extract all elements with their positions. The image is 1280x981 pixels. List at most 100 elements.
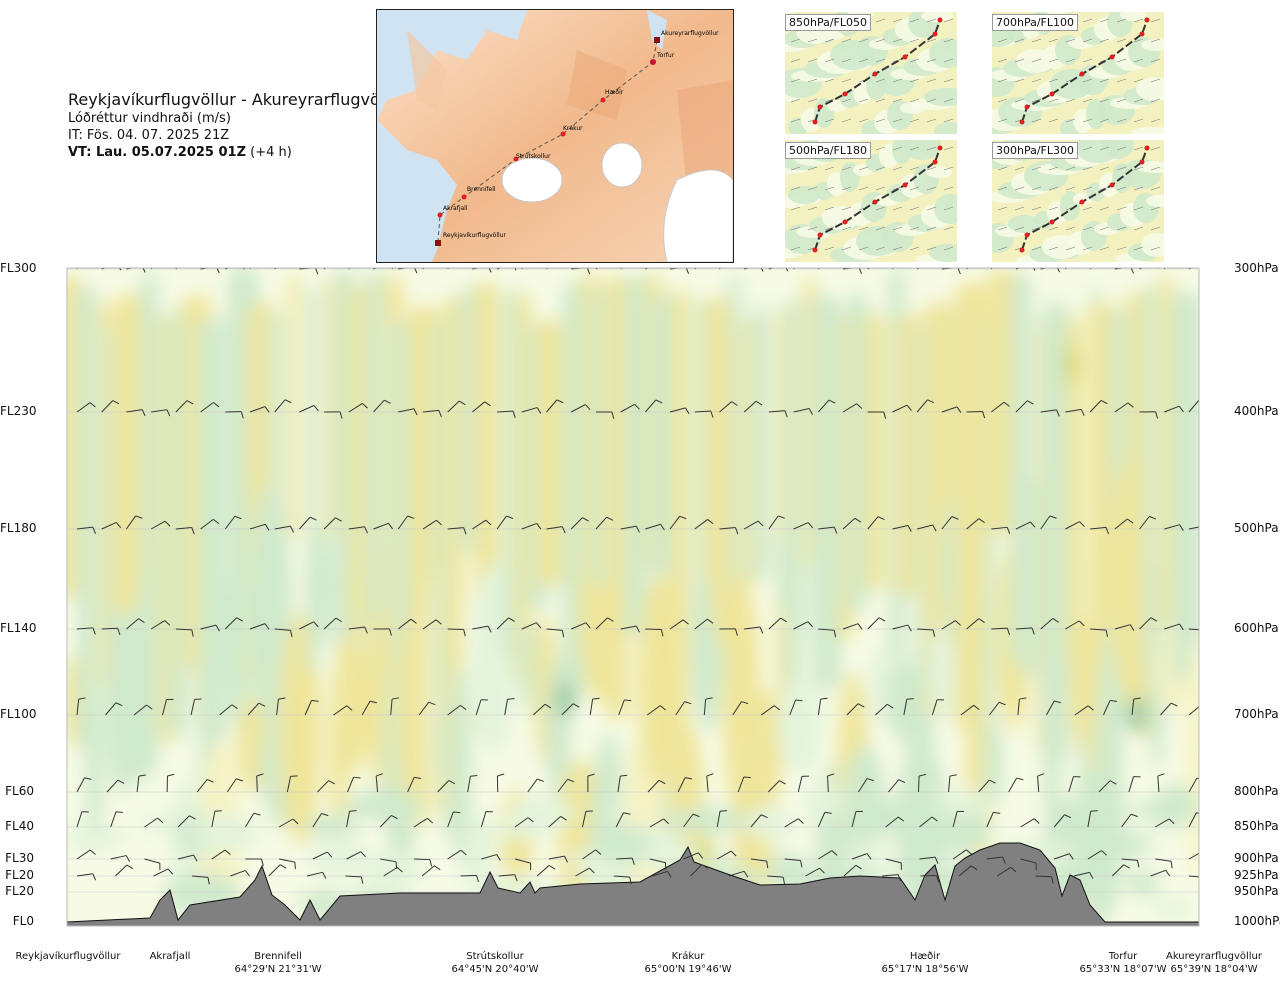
wind-field-cell — [1041, 302, 1069, 764]
wind-barb — [1164, 524, 1184, 531]
wind-field-cell — [334, 268, 354, 726]
wind-barb — [875, 703, 894, 716]
inset-map-700-svg — [992, 12, 1164, 134]
wind-barb — [1065, 408, 1085, 416]
location-label: Akrafjall — [105, 950, 235, 963]
wind-barb — [1188, 812, 1199, 828]
wind-barb — [892, 268, 894, 270]
wind-barb — [1040, 618, 1059, 630]
wind-field-cell — [753, 690, 782, 825]
wind-barb — [990, 268, 993, 270]
wind-barb — [1111, 864, 1131, 877]
wind-barb — [224, 617, 243, 630]
wind-barb — [460, 874, 480, 883]
wind-barb — [1114, 402, 1134, 413]
wind-barb — [1103, 699, 1118, 716]
wind-barb — [299, 516, 317, 530]
wind-barb — [245, 812, 261, 828]
wind-barb — [683, 852, 704, 860]
wind-barb — [817, 811, 832, 828]
wind-barb — [144, 817, 164, 828]
chart-header: Reykjavíkurflugvöllur - Akureyrarflugvöl… — [68, 90, 405, 161]
wind-barb — [422, 619, 442, 630]
wind-field-cell — [591, 823, 650, 867]
wind-barb — [200, 624, 220, 632]
wind-barb — [200, 402, 220, 413]
wind-barb — [620, 625, 640, 633]
wind-barb — [110, 811, 123, 828]
waypoint-haedir: Hæðir — [605, 89, 624, 96]
wind-barb — [398, 268, 418, 274]
wind-barb — [379, 814, 398, 828]
wind-barb — [716, 850, 737, 860]
wind-field-cell — [304, 844, 375, 876]
wind-barb — [472, 401, 491, 413]
wind-barb — [514, 858, 532, 871]
wind-barb — [931, 699, 945, 716]
inset-map-500-svg — [785, 140, 957, 262]
wind-barb — [743, 400, 763, 413]
wind-barb — [1128, 776, 1141, 793]
wind-barb — [312, 813, 329, 828]
wind-barb — [1045, 700, 1062, 716]
wind-barb — [1164, 623, 1184, 631]
wind-barb — [422, 268, 425, 270]
wind-barb — [1188, 706, 1199, 716]
wind-barb — [675, 701, 692, 716]
inset-map-850: 850hPa/FL050 — [785, 12, 957, 134]
wind-barb — [888, 779, 906, 793]
wind-field-cell — [345, 790, 422, 821]
wind-barb — [447, 849, 467, 860]
waypoint-akureyri: Akureyrarflugvöllur — [661, 30, 719, 37]
wind-barb — [324, 411, 343, 419]
wind-field-cell — [934, 790, 993, 815]
wind-field-cell — [752, 304, 769, 582]
location-label: Strútskollur 64°45'N 20°40'W — [430, 950, 560, 976]
wind-barb — [716, 810, 728, 828]
wind-barb — [249, 523, 270, 531]
wind-field-cell — [846, 743, 885, 861]
wind-barb — [649, 858, 667, 870]
wind-barb — [472, 625, 492, 633]
wind-barb — [797, 775, 809, 793]
wind-field-cell — [269, 310, 283, 752]
wind-barb — [1065, 268, 1067, 270]
wind-barb — [150, 520, 171, 530]
wind-barb — [620, 268, 622, 270]
wind-barb — [276, 697, 286, 716]
wind-barb — [422, 409, 442, 418]
wind-barb — [784, 858, 803, 868]
wind-barb — [348, 626, 368, 634]
wind-barb — [177, 854, 198, 862]
wind-barb — [966, 518, 985, 530]
waypoint-reykjavik: Reykjavíkurflugvöllur — [443, 232, 506, 239]
wind-field-cell — [803, 783, 846, 818]
wind-barb — [719, 628, 738, 636]
wind-barb — [497, 410, 516, 418]
wind-barb — [615, 812, 631, 828]
wind-barb — [918, 773, 927, 793]
location-label: Brennifell 64°29'N 21°31'W — [213, 950, 343, 976]
location-coord: 64°29'N 21°31'W — [234, 964, 322, 975]
wind-barb — [224, 515, 242, 530]
route-title: Reykjavíkurflugvöllur - Akureyrarflugvöl… — [68, 90, 406, 109]
wind-barb — [413, 858, 433, 867]
route-map-svg: Akureyrarflugvöllur Torfur Hæðir Krákur … — [377, 10, 733, 262]
wind-barb — [570, 404, 591, 413]
wind-barb — [620, 525, 640, 533]
wind-barb — [390, 697, 400, 716]
wind-barb — [867, 411, 887, 419]
wind-barb — [1114, 268, 1134, 274]
wind-barb — [323, 617, 343, 630]
wind-barb — [496, 515, 514, 530]
wind-barb — [719, 401, 738, 413]
wind-barb — [1164, 405, 1184, 413]
location-coord: 64°45'N 20°40'W — [451, 964, 539, 975]
wind-barb — [361, 700, 377, 716]
wind-barb — [407, 776, 422, 793]
wind-barb — [1150, 869, 1171, 877]
wind-barb — [126, 515, 143, 530]
wind-barb — [617, 774, 628, 793]
wind-barb — [919, 816, 938, 828]
